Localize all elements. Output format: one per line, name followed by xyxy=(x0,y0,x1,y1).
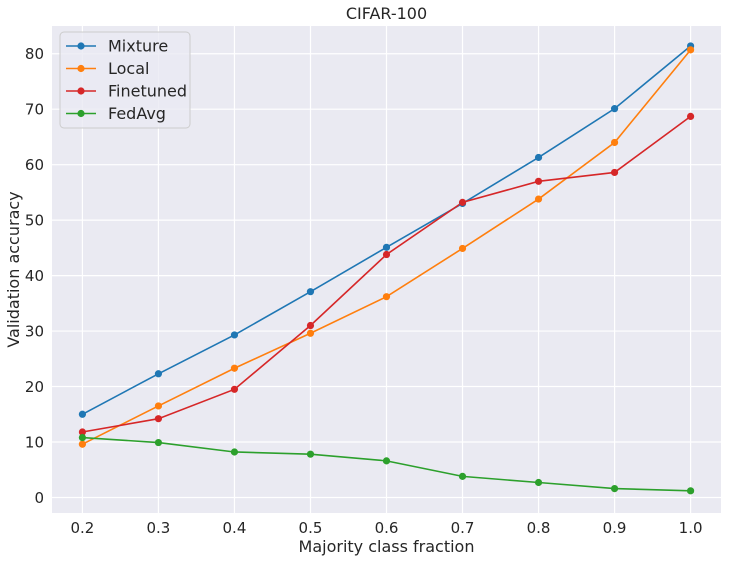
data-point-fedavg xyxy=(230,448,239,456)
legend-label-mixture: Mixture xyxy=(108,37,168,56)
data-point-finetuned xyxy=(534,177,543,185)
series-points xyxy=(78,42,695,495)
x-tick-labels: 0.2 0.3 0.4 0.5 0.6 0.7 0.8 0.9 1.0 xyxy=(70,519,702,537)
data-point-mixture xyxy=(78,410,87,418)
legend-marker-finetuned xyxy=(77,87,85,95)
y-tick-label: 80 xyxy=(25,45,44,63)
y-tick-label: 30 xyxy=(25,323,44,341)
data-point-mixture xyxy=(154,370,163,378)
data-point-fedavg xyxy=(306,450,315,458)
legend: Mixture Local Finetuned FedAvg xyxy=(59,31,191,129)
data-point-fedavg xyxy=(382,457,391,465)
data-point-mixture xyxy=(306,288,315,296)
chart-title: CIFAR-100 xyxy=(346,4,427,23)
x-tick-label: 0.7 xyxy=(451,519,475,537)
y-tick-label: 70 xyxy=(25,101,44,119)
data-point-finetuned xyxy=(382,250,391,259)
data-point-mixture xyxy=(610,105,619,113)
data-point-local xyxy=(78,440,87,448)
x-tick-label: 0.9 xyxy=(603,519,627,537)
data-point-local xyxy=(610,138,619,147)
x-tick-label: 0.5 xyxy=(299,519,323,537)
x-tick-label: 0.3 xyxy=(147,519,171,537)
legend-box xyxy=(59,31,191,129)
data-point-local xyxy=(154,402,163,410)
data-point-fedavg xyxy=(610,484,619,493)
data-point-mixture xyxy=(534,153,543,162)
data-point-fedavg xyxy=(78,433,87,442)
data-point-local xyxy=(230,364,239,372)
x-tick-label: 0.4 xyxy=(223,519,247,537)
data-point-finetuned xyxy=(78,428,87,436)
x-axis-label: Majority class fraction xyxy=(299,537,475,556)
data-point-finetuned xyxy=(686,112,695,121)
legend-label-local: Local xyxy=(108,59,149,78)
x-tick-label: 0.8 xyxy=(527,519,551,537)
data-point-local xyxy=(686,46,695,54)
legend-marker-fedavg xyxy=(77,109,85,118)
data-point-local xyxy=(458,244,467,253)
legend-label-finetuned: Finetuned xyxy=(108,82,187,101)
x-tick-label: 1.0 xyxy=(679,519,703,537)
data-point-finetuned xyxy=(458,198,467,206)
y-tick-labels: 0 10 20 30 40 50 60 70 80 xyxy=(25,45,44,507)
data-point-finetuned xyxy=(610,168,619,177)
y-tick-label: 40 xyxy=(25,267,44,285)
x-tick-label: 0.6 xyxy=(375,519,399,537)
data-point-local xyxy=(382,293,391,301)
data-point-finetuned xyxy=(306,321,315,330)
legend-marker-local xyxy=(77,64,85,73)
legend-label-fedavg: FedAvg xyxy=(108,104,166,123)
data-point-finetuned xyxy=(154,415,163,423)
y-tick-label: 60 xyxy=(25,156,44,174)
data-point-mixture xyxy=(382,243,391,251)
data-point-fedavg xyxy=(686,487,695,495)
y-tick-label: 0 xyxy=(34,489,44,507)
data-point-finetuned xyxy=(230,385,239,393)
y-tick-label: 10 xyxy=(25,434,44,452)
data-point-mixture xyxy=(230,331,239,339)
y-tick-label: 20 xyxy=(25,378,44,396)
legend-marker-mixture xyxy=(77,42,85,50)
y-tick-label: 50 xyxy=(25,212,44,230)
data-point-fedavg xyxy=(458,472,467,480)
data-point-local xyxy=(306,329,315,337)
data-point-fedavg xyxy=(154,438,163,447)
data-point-local xyxy=(534,195,543,203)
y-axis-label: Validation accuracy xyxy=(4,191,23,347)
data-point-fedavg xyxy=(534,478,543,487)
x-tick-label: 0.2 xyxy=(70,519,94,537)
